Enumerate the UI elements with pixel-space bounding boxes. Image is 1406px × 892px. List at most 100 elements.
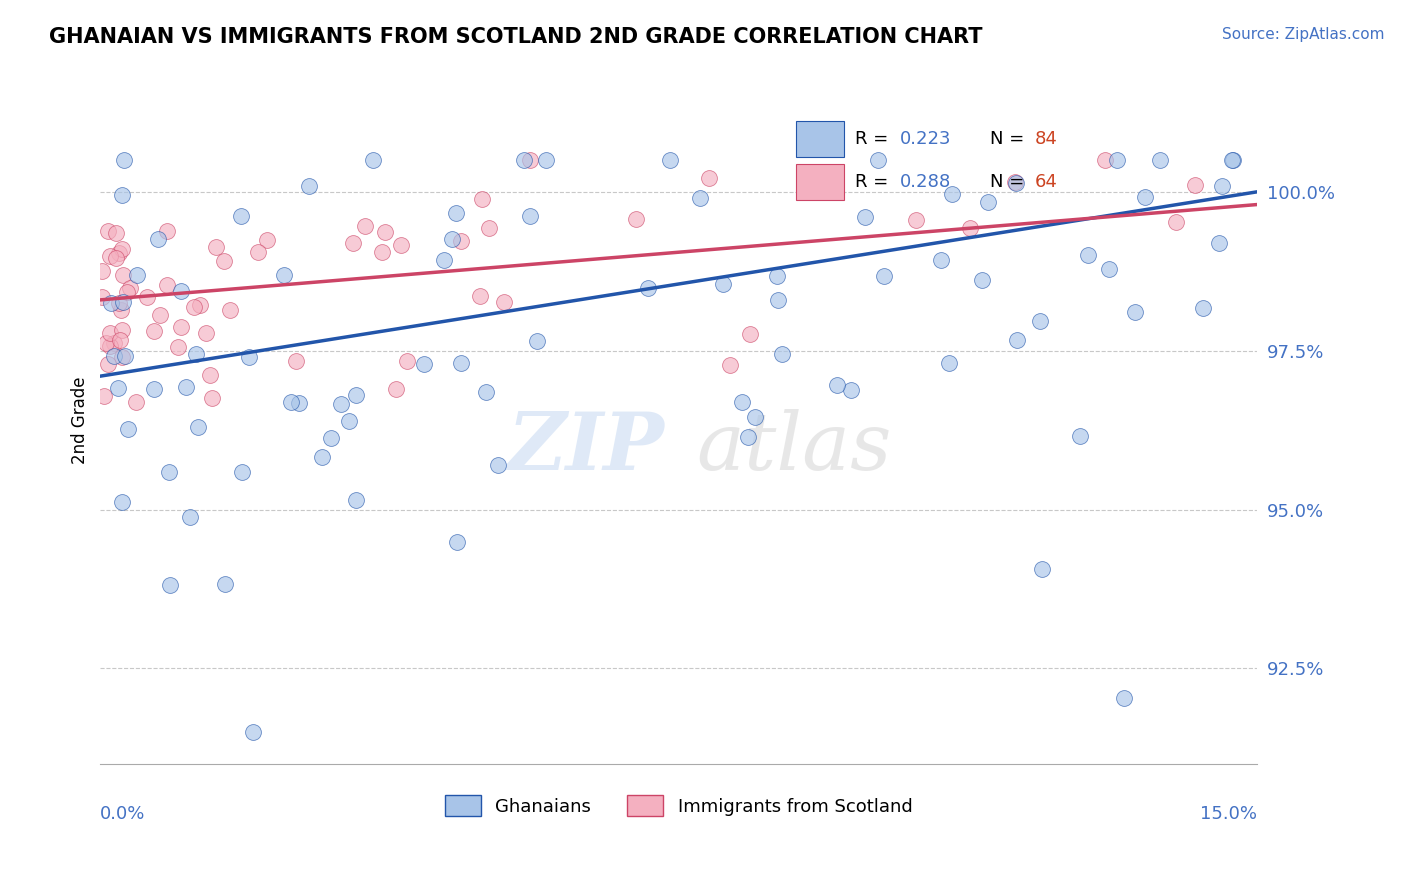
Point	[167, 340, 190, 354]
Point	[1208, 236, 1230, 251]
Point	[284, 353, 307, 368]
Point	[98, 338, 121, 352]
Point	[93, 389, 115, 403]
Point	[853, 210, 876, 224]
Point	[959, 221, 981, 235]
Point	[766, 268, 789, 283]
Point	[100, 295, 122, 310]
Point	[214, 576, 236, 591]
Point	[117, 285, 139, 300]
Point	[111, 323, 134, 337]
Point	[103, 336, 125, 351]
Point	[114, 349, 136, 363]
Point	[156, 224, 179, 238]
Point	[396, 354, 419, 368]
Point	[321, 431, 343, 445]
Point	[519, 153, 541, 167]
Point	[1211, 179, 1233, 194]
Point	[1222, 153, 1244, 167]
Point	[659, 153, 682, 167]
Point	[96, 358, 118, 372]
Point	[444, 206, 467, 220]
Point	[125, 394, 148, 409]
Point	[143, 324, 166, 338]
Point	[371, 245, 394, 260]
Point	[149, 308, 172, 322]
Point	[280, 394, 302, 409]
Point	[90, 290, 112, 304]
Point	[118, 281, 141, 295]
Point	[110, 302, 132, 317]
Point	[744, 409, 766, 424]
Text: GHANAIAN VS IMMIGRANTS FROM SCOTLAND 2ND GRADE CORRELATION CHART: GHANAIAN VS IMMIGRANTS FROM SCOTLAND 2ND…	[49, 27, 983, 46]
Point	[98, 249, 121, 263]
Point	[342, 235, 364, 250]
Point	[938, 356, 960, 370]
Point	[183, 300, 205, 314]
Point	[486, 458, 509, 472]
Point	[1005, 176, 1028, 190]
Point	[385, 382, 408, 396]
Point	[766, 293, 789, 307]
Point	[1164, 215, 1187, 229]
Point	[108, 296, 131, 310]
Point	[494, 294, 516, 309]
Point	[450, 234, 472, 248]
Point	[242, 725, 264, 739]
Point	[229, 210, 252, 224]
Text: 15.0%: 15.0%	[1201, 805, 1257, 823]
Point	[478, 221, 501, 235]
Point	[1005, 334, 1028, 348]
Point	[471, 192, 494, 206]
Point	[117, 422, 139, 436]
Point	[194, 326, 217, 341]
Point	[142, 382, 165, 396]
Point	[205, 240, 228, 254]
Point	[111, 242, 134, 256]
Point	[866, 153, 889, 167]
Point	[97, 224, 120, 238]
Point	[247, 244, 270, 259]
Point	[330, 397, 353, 411]
Y-axis label: 2nd Grade: 2nd Grade	[72, 377, 89, 465]
Point	[188, 298, 211, 312]
Point	[740, 326, 762, 341]
Point	[218, 303, 240, 318]
Point	[1031, 562, 1053, 576]
Text: atlas: atlas	[697, 409, 891, 487]
Point	[114, 153, 136, 167]
Point	[689, 191, 711, 205]
Point	[373, 225, 395, 239]
Point	[839, 383, 862, 397]
Point	[1149, 153, 1171, 167]
Point	[169, 319, 191, 334]
Point	[441, 232, 464, 246]
Point	[111, 295, 134, 310]
Point	[179, 510, 201, 524]
Point	[90, 264, 112, 278]
Point	[711, 277, 734, 292]
Point	[238, 350, 260, 364]
Legend: Ghanaians, Immigrants from Scotland: Ghanaians, Immigrants from Scotland	[437, 789, 920, 823]
Point	[111, 268, 134, 283]
Point	[873, 269, 896, 284]
Point	[110, 333, 132, 347]
Point	[413, 357, 436, 371]
Point	[905, 213, 928, 227]
Point	[201, 391, 224, 405]
Point	[344, 493, 367, 508]
Point	[770, 346, 793, 360]
Point	[98, 326, 121, 340]
Point	[1004, 175, 1026, 189]
Point	[637, 281, 659, 295]
Point	[174, 380, 197, 394]
Point	[111, 494, 134, 508]
Point	[361, 153, 384, 167]
Text: 0.0%: 0.0%	[100, 805, 146, 823]
Point	[446, 535, 468, 549]
Text: ZIP: ZIP	[508, 409, 665, 487]
Point	[977, 194, 1000, 209]
Point	[159, 578, 181, 592]
Point	[929, 253, 952, 268]
Point	[169, 284, 191, 298]
